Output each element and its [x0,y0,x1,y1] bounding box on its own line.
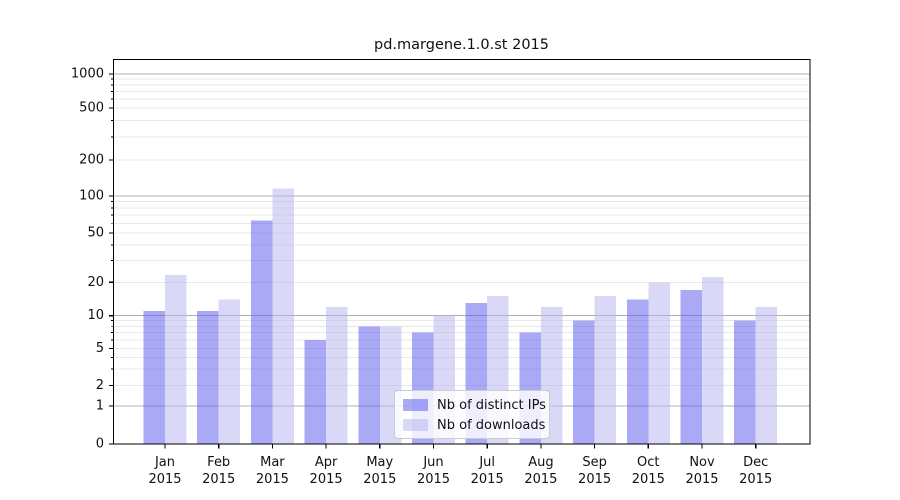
y-tick-label: 0 [96,437,104,452]
y-tick-label: 200 [79,153,104,168]
y-tick-label: 100 [79,189,104,204]
legend-label-downloads: Nb of downloads [437,417,546,433]
y-tick-label: 50 [87,226,104,241]
y-tick-label: 1000 [71,67,104,82]
x-tick-label: May 2015 [363,455,396,487]
x-tick-label: Mar 2015 [256,455,289,487]
chart-title: pd.margene.1.0.st 2015 [374,37,549,53]
bar-nb-of-distinct-ips-dec [734,320,756,444]
legend-swatch-distinct-ips [403,399,428,411]
x-tick-label: Nov 2015 [685,455,718,487]
bar-nb-of-downloads-apr [326,306,348,444]
x-tick-label: Jan 2015 [148,455,181,487]
x-tick-label: Jun 2015 [417,455,450,487]
bar-nb-of-distinct-ips-oct [626,299,649,444]
legend-label-distinct-ips: Nb of distinct IPs [437,397,546,413]
bar-nb-of-distinct-ips-feb [197,311,219,444]
legend-swatch-downloads [403,419,428,431]
bar-nb-of-distinct-ips-may [358,326,380,444]
y-tick-label: 10 [87,308,104,323]
plot-border [112,58,811,445]
x-tick-label: Oct 2015 [632,455,665,487]
bar-nb-of-downloads-dec [755,306,778,444]
bar-nb-of-distinct-ips-apr [304,339,327,444]
bar-nb-of-downloads-oct [648,282,670,444]
legend-item-downloads: Nb of downloads [403,417,545,433]
x-tick-label: Jul 2015 [471,455,504,487]
legend: Nb of distinct IPs Nb of downloads [394,390,550,439]
y-tick-label: 2 [96,378,104,393]
bar-nb-of-distinct-ips-jan [143,311,165,444]
x-tick-label: Feb 2015 [202,455,235,487]
bar-nb-of-downloads-sep [594,296,617,444]
bar-nb-of-distinct-ips-mar [250,220,273,444]
x-tick-label: Apr 2015 [310,455,343,487]
bar-nb-of-downloads-feb [218,299,241,444]
y-tick-label: 5 [96,341,104,356]
bar-nb-of-downloads-mar [272,188,294,444]
bar-nb-of-distinct-ips-sep [573,320,595,444]
y-tick-label: 1 [96,399,104,414]
legend-item-distinct-ips: Nb of distinct IPs [403,397,546,413]
bar-nb-of-distinct-ips-nov [680,290,702,444]
bar-nb-of-downloads-nov [702,277,724,444]
y-tick-label: 500 [79,101,104,116]
bar-nb-of-downloads-jan [165,274,187,444]
x-tick-label: Aug 2015 [524,455,557,487]
x-tick-label: Sep 2015 [578,455,611,487]
y-tick-label: 20 [87,275,104,290]
x-tick-label: Dec 2015 [739,455,772,487]
